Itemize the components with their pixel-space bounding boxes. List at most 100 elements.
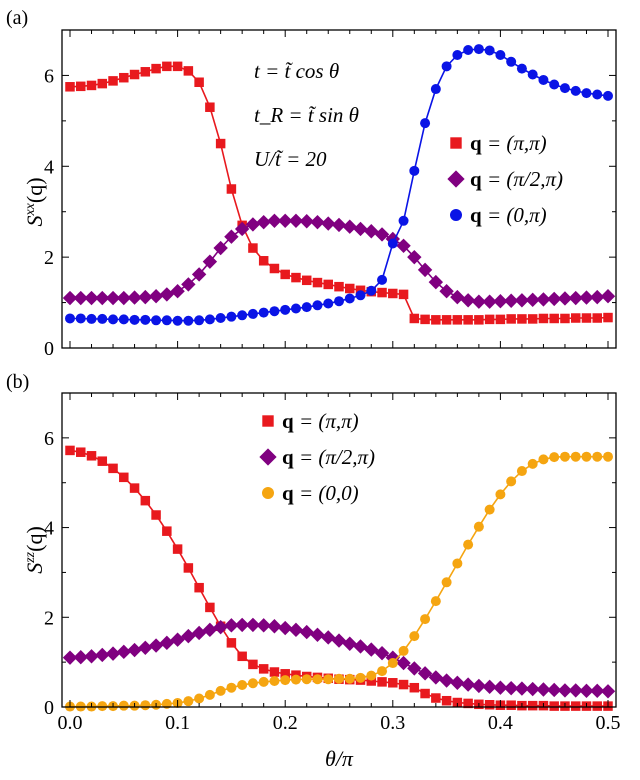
data-point-circle-2 (581, 88, 592, 99)
data-point-diamond-1 (353, 221, 368, 237)
data-point-square-0 (409, 682, 420, 693)
data-point-diamond-1 (116, 290, 131, 306)
data-point-diamond-1 (514, 681, 530, 696)
data-point-circle-2 (355, 672, 366, 683)
data-point-diamond-1 (439, 673, 454, 688)
panel-a-label: (a) (6, 7, 28, 29)
data-point-diamond-1 (181, 628, 196, 644)
data-point-diamond-1 (62, 290, 78, 306)
data-point-square-0 (570, 313, 581, 323)
data-point-diamond-1 (224, 229, 239, 244)
data-point-circle-2 (247, 678, 258, 689)
legend-marker (447, 170, 465, 188)
data-point-circle-2 (312, 300, 323, 311)
data-point-diamond-1 (256, 618, 271, 633)
data-point-diamond-1 (547, 682, 562, 698)
data-point-circle-2 (603, 451, 613, 462)
data-point-circle-2 (409, 631, 420, 642)
data-point-square-0 (527, 700, 538, 711)
panel-b-series (62, 445, 616, 712)
data-point-circle-2 (183, 315, 194, 326)
data-point-square-0 (215, 138, 226, 149)
data-point-square-0 (269, 667, 280, 677)
data-point-diamond-1 (407, 249, 422, 265)
data-point-circle-2 (420, 614, 431, 625)
ytick-label: 4 (44, 156, 54, 178)
data-point-circle-2 (592, 89, 603, 100)
data-point-diamond-1 (95, 647, 110, 663)
data-point-diamond-1 (471, 678, 487, 694)
data-point-square-0 (86, 451, 97, 461)
data-point-square-0 (205, 602, 215, 613)
panel-b-legend: q = (π,π)q = (π, π) q = (π/2,π)q = (π/2, … (259, 409, 375, 505)
data-point-diamond-1 (159, 635, 175, 651)
data-point-circle-2 (140, 700, 151, 711)
data-point-square-0 (86, 80, 97, 91)
data-point-diamond-1 (202, 254, 218, 269)
data-point-diamond-1 (288, 213, 304, 228)
data-point-square-0 (431, 315, 441, 325)
data-point-diamond-1 (267, 213, 282, 228)
data-point-circle-2 (226, 311, 237, 322)
data-point-diamond-1 (62, 650, 78, 665)
data-point-circle-2 (280, 675, 291, 686)
data-point-diamond-1 (471, 294, 487, 309)
data-point-square-0 (538, 313, 549, 324)
data-point-circle-2 (516, 466, 527, 477)
data-point-square-0 (119, 72, 129, 83)
data-point-square-0 (172, 544, 183, 554)
ytick-label: 2 (44, 247, 54, 269)
data-point-square-0 (172, 61, 183, 72)
data-point-diamond-1 (396, 238, 411, 253)
xtick-label: 0.1 (165, 712, 190, 734)
data-point-diamond-1 (600, 289, 616, 304)
data-point-diamond-1 (73, 290, 88, 306)
data-point-diamond-1 (245, 617, 261, 633)
data-point-circle-2 (592, 451, 603, 462)
data-point-diamond-1 (127, 290, 142, 305)
data-point-square-0 (194, 77, 204, 87)
data-point-diamond-1 (482, 679, 497, 695)
data-point-circle-2 (527, 69, 538, 80)
data-point-square-0 (506, 314, 516, 324)
data-point-diamond-1 (590, 683, 605, 699)
data-point-circle-2 (129, 314, 140, 325)
data-point-circle-2 (538, 74, 549, 85)
data-point-circle-2 (506, 476, 517, 487)
data-point-diamond-1 (213, 240, 228, 256)
data-point-diamond-1 (460, 293, 476, 308)
data-point-circle-2 (409, 165, 420, 176)
data-point-circle-2 (463, 539, 474, 550)
panel-a-plot-frame (61, 29, 617, 349)
ytick-label: 6 (44, 65, 54, 87)
xtick-label: 0.0 (58, 712, 83, 734)
data-point-square-0 (441, 695, 452, 706)
data-point-circle-2 (344, 673, 355, 684)
panel-b-ylabel: Szz(q) (22, 526, 47, 574)
panel-a-series (62, 44, 616, 326)
data-point-circle-2 (215, 313, 226, 324)
data-point-circle-2 (280, 304, 291, 315)
data-point-diamond-1 (127, 642, 142, 658)
data-point-square-0 (452, 697, 463, 708)
data-point-circle-2 (506, 56, 517, 67)
panel-b-plot-frame (61, 392, 617, 708)
legend-entry: q = (0,π)q = (0, π) (450, 203, 547, 227)
data-point-circle-2 (301, 302, 312, 313)
data-point-circle-2 (398, 215, 409, 226)
data-point-square-0 (258, 256, 269, 266)
data-point-diamond-1 (450, 675, 465, 690)
data-point-circle-2 (65, 313, 75, 324)
data-point-circle-2 (323, 674, 334, 685)
data-point-circle-2 (366, 670, 377, 681)
data-point-diamond-1 (191, 267, 207, 282)
data-point-diamond-1 (278, 620, 293, 636)
data-point-square-0 (226, 638, 237, 648)
data-point-circle-2 (549, 79, 560, 90)
data-point-diamond-1 (170, 632, 185, 647)
data-point-circle-2 (312, 674, 323, 685)
data-point-square-0 (280, 669, 290, 679)
data-point-circle-2 (237, 680, 248, 691)
data-point-circle-2 (549, 452, 560, 463)
data-point-square-0 (484, 700, 495, 710)
